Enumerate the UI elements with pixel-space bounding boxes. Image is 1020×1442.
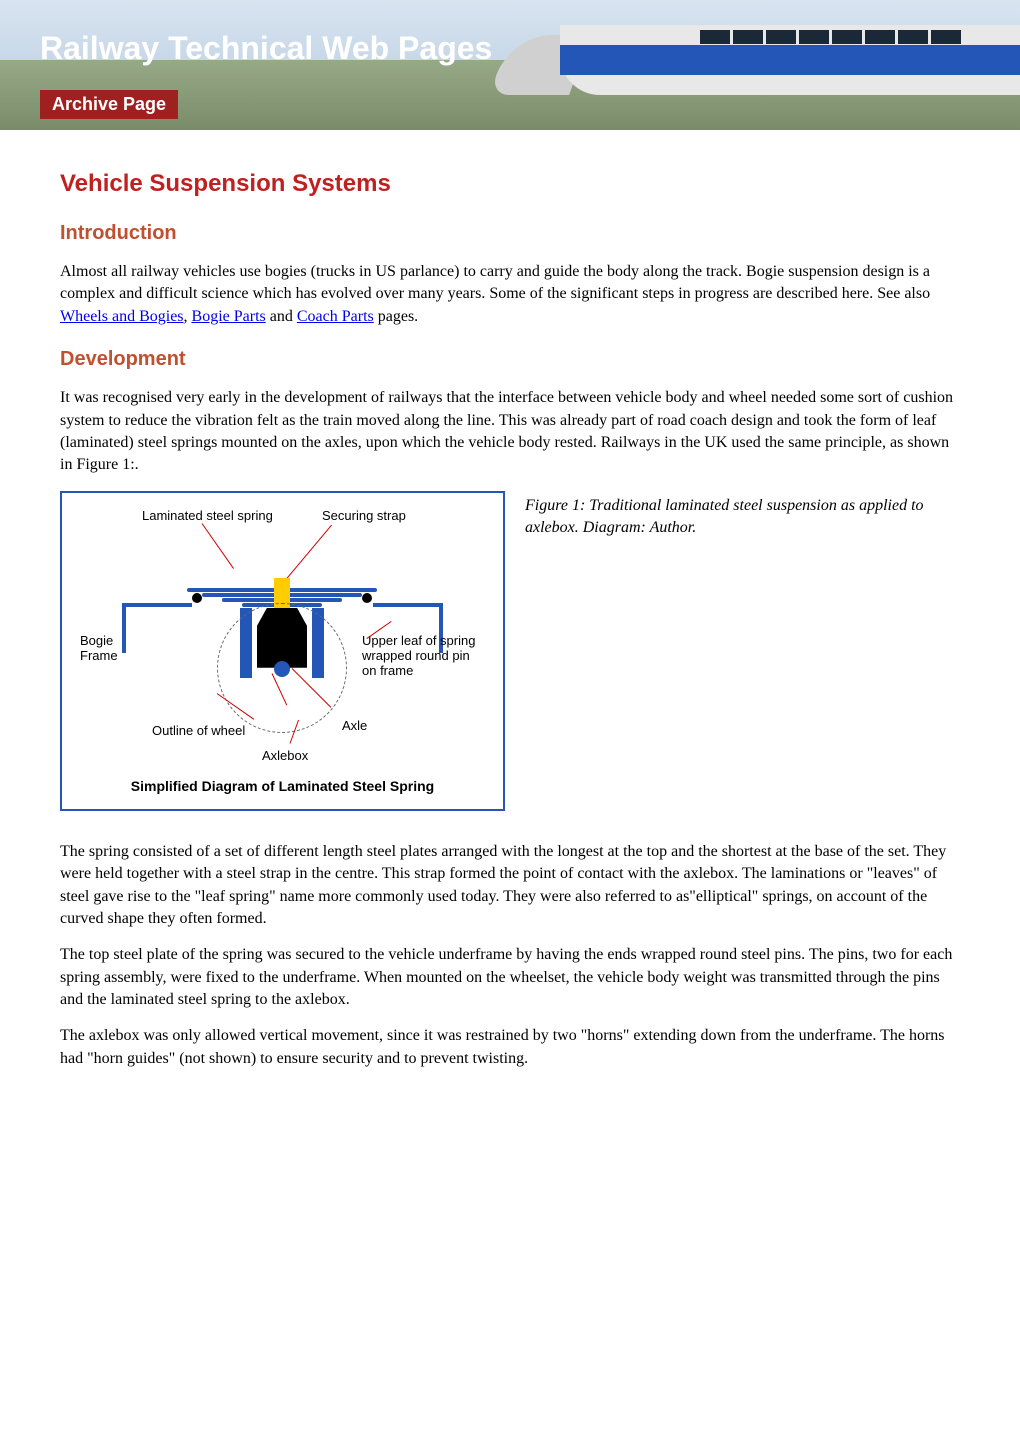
figure-1-wrap: Laminated steel spring Securing strap [60, 491, 960, 811]
dev-para-1: It was recognised very early in the deve… [60, 387, 960, 477]
fig-wheel-outline [217, 603, 347, 733]
section-title-introduction: Introduction [60, 222, 960, 245]
intro-text-pre: Almost all railway vehicles use bogies (… [60, 263, 930, 302]
fig-arrow [286, 524, 332, 578]
page-title: Vehicle Suspension Systems [60, 170, 960, 198]
fig-label-outline-wheel: Outline of wheel [152, 723, 245, 738]
section-title-development: Development [60, 348, 960, 371]
fig-pin-left [192, 593, 202, 603]
link-coach-parts[interactable]: Coach Parts [297, 308, 374, 325]
fig-pin-right [362, 593, 372, 603]
main-content: Vehicle Suspension Systems Introduction … [0, 130, 1020, 1124]
site-title: Railway Technical Web Pages [40, 30, 492, 67]
page-category: Archive Page [40, 90, 178, 119]
fig-label-upper-leaf: Upper leaf of spring wrapped round pin o… [362, 633, 475, 678]
dev-para-3: The top steel plate of the spring was se… [60, 944, 960, 1011]
dev-para-4: The axlebox was only allowed vertical mo… [60, 1025, 960, 1070]
fig-label-securing-strap: Securing strap [322, 508, 406, 523]
link-bogie-parts[interactable]: Bogie Parts [192, 308, 266, 325]
dev-para-2: The spring consisted of a set of differe… [60, 841, 960, 931]
fig-label-bogie-frame: Bogie Frame [80, 633, 118, 663]
fig-label-axlebox: Axlebox [262, 748, 308, 763]
fig-label-laminated-spring: Laminated steel spring [142, 508, 273, 523]
link-wheels-bogies[interactable]: Wheels and Bogies [60, 308, 184, 325]
intro-paragraph: Almost all railway vehicles use bogies (… [60, 261, 960, 328]
intro-text-end: pages. [374, 308, 418, 325]
figure-1-caption: Figure 1: Traditional laminated steel su… [525, 491, 960, 540]
figure-1-diagram: Laminated steel spring Securing strap [60, 491, 505, 811]
fig-arrow [202, 523, 234, 569]
banner-header: Railway Technical Web Pages Archive Page [0, 0, 1020, 130]
banner-train-graphic [500, 25, 1020, 100]
intro-text-mid2: and [266, 308, 297, 325]
fig-bogie-frame-left [122, 603, 192, 653]
fig-diagram-title: Simplified Diagram of Laminated Steel Sp… [62, 778, 503, 794]
intro-text-mid1: , [184, 308, 192, 325]
fig-label-axle: Axle [342, 718, 367, 733]
